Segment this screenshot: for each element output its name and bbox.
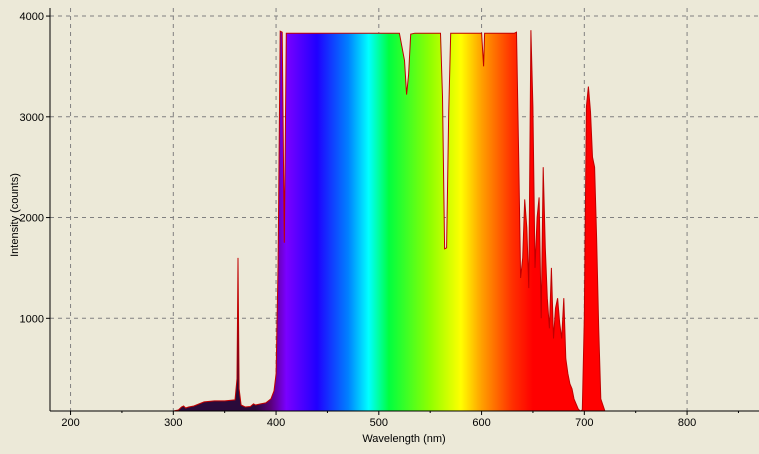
x-tick-label-500: 500 xyxy=(370,417,388,429)
x-axis-label: Wavelength (nm) xyxy=(362,433,445,445)
y-axis-label: Intensity (counts) xyxy=(9,173,21,257)
y-tick-label-1000: 1000 xyxy=(20,313,44,325)
spectrum-line xyxy=(173,30,606,412)
spectrum-fill xyxy=(173,30,605,411)
x-tick-label-200: 200 xyxy=(61,417,79,429)
axes xyxy=(46,8,759,415)
tick-labels: 200 300 400 500 600 700 800 1000 2000 3000 4000 xyxy=(20,11,697,429)
x-tick-label-300: 300 xyxy=(164,417,182,429)
x-tick-label-800: 800 xyxy=(678,417,696,429)
y-tick-label-4000: 4000 xyxy=(20,11,44,23)
x-tick-label-600: 600 xyxy=(472,417,490,429)
x-tick-label-400: 400 xyxy=(267,417,285,429)
y-tick-label-2000: 2000 xyxy=(20,213,44,225)
y-tick-label-3000: 3000 xyxy=(20,112,44,124)
spectrum-area xyxy=(173,30,606,412)
x-tick-label-700: 700 xyxy=(575,417,593,429)
